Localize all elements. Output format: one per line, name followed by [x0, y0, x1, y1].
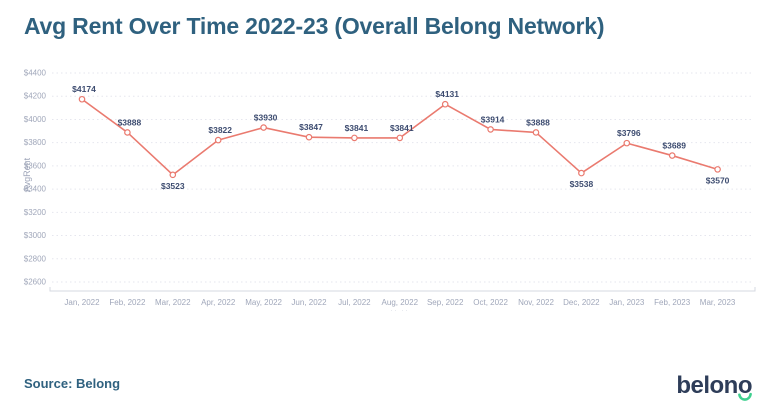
data-point: [124, 129, 131, 136]
data-point: [487, 126, 494, 133]
logo-last-letter: o: [737, 372, 753, 401]
source-label: Source: Belong: [24, 376, 121, 391]
y-tick-label: $2800: [24, 254, 47, 263]
data-point-label: $3570: [706, 175, 730, 185]
data-point: [396, 134, 404, 142]
data-point-label: $3930: [254, 113, 278, 123]
chart-title: Avg Rent Over Time 2022-23 (Overall Belo…: [24, 13, 605, 39]
data-point: [78, 95, 86, 103]
y-axis-title: AvgRent: [22, 157, 32, 192]
x-tick-label: Feb, 2023: [654, 298, 691, 307]
y-tick-label: $3200: [24, 208, 47, 217]
x-tick-label: Mar, 2023: [700, 298, 736, 307]
data-point-label: $4174: [72, 84, 96, 94]
x-tick-label: May, 2022: [245, 298, 282, 307]
data-point-label: $3689: [662, 141, 686, 151]
logo-last-letter-glyph: o: [737, 372, 753, 399]
data-point-label: $3538: [570, 179, 594, 189]
data-point-label: $3796: [617, 128, 641, 138]
logo-smile-icon: [738, 392, 753, 401]
x-tick-label: Jul, 2022: [338, 298, 371, 307]
data-point: [441, 100, 449, 108]
data-point: [260, 124, 267, 131]
x-tick-label: Sep, 2022: [427, 298, 464, 307]
data-point-label: $3847: [299, 122, 323, 132]
chart-container: $4400 $4200 $4000 $3800 $3600 $3400 $3200 $3000…: [0, 55, 768, 320]
data-point: [214, 136, 222, 144]
x-tick-label: Nov, 2022: [518, 298, 554, 307]
x-tick-label: Oct, 2022: [473, 298, 508, 307]
data-point: [714, 166, 721, 173]
data-point: [351, 134, 358, 142]
data-point-label: $3822: [208, 125, 232, 135]
x-tick-label: Jan, 2022: [64, 298, 100, 307]
x-tick-label: Feb, 2022: [109, 298, 146, 307]
data-point: [578, 169, 585, 177]
data-point-label: $4131: [435, 89, 459, 99]
x-tick-label: Jan, 2023: [609, 298, 645, 307]
y-tick-label: $4400: [24, 69, 47, 78]
data-point: [305, 133, 313, 141]
y-tick-label: $3000: [24, 231, 47, 240]
x-tick-label: Mar, 2022: [155, 298, 191, 307]
data-point-label: $3888: [526, 117, 550, 127]
y-tick-label: $3400: [24, 185, 47, 194]
logo-text: belon: [676, 372, 738, 399]
data-point-label: $3888: [118, 117, 142, 127]
x-tick-label: Dec, 2022: [563, 298, 600, 307]
x-axis-line: [49, 287, 756, 292]
avg-rent-line-chart: $4400 $4200 $4000 $3800 $3600 $3400 $3200 $3000…: [22, 69, 756, 313]
x-tick-label: Apr, 2022: [201, 298, 236, 307]
y-tick-label: $3600: [24, 161, 47, 170]
y-tick-label: $3800: [24, 138, 47, 147]
x-tick-label: Jun, 2022: [291, 298, 327, 307]
data-point-label: $3523: [161, 181, 185, 191]
x-tick-label: Aug, 2022: [382, 298, 419, 307]
data-point: [532, 129, 540, 136]
y-tick-label: $2600: [24, 278, 47, 287]
data-point: [169, 171, 177, 179]
data-point-label: $3841: [390, 123, 414, 133]
data-point: [668, 152, 676, 159]
belong-logo: belono: [676, 372, 753, 401]
y-tick-label: $4000: [24, 115, 47, 124]
x-axis-note: .. ..: [391, 307, 409, 313]
y-tick-label: $4200: [24, 92, 47, 101]
data-point-label: $3914: [481, 114, 505, 124]
data-point: [623, 139, 631, 147]
data-point-label: $3841: [345, 123, 369, 133]
